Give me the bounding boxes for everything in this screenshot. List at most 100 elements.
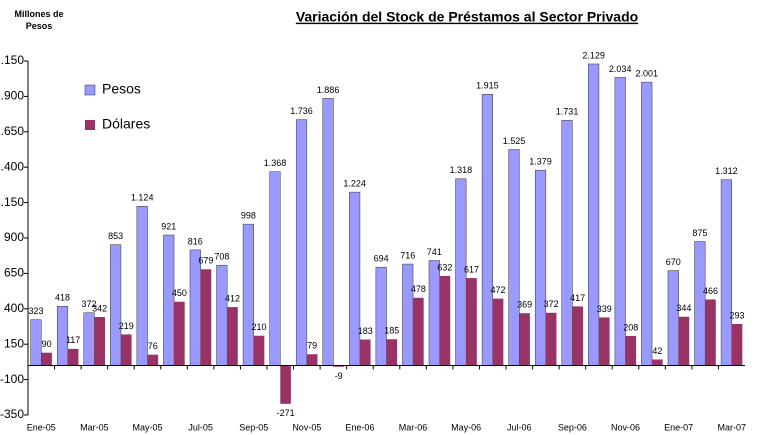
data-label: 1.915 bbox=[476, 81, 499, 91]
data-label: 875 bbox=[692, 228, 707, 238]
y-tick-label: 1.900 bbox=[0, 89, 24, 103]
data-label: 1.736 bbox=[290, 106, 313, 116]
data-label: 412 bbox=[225, 293, 240, 303]
data-label: 418 bbox=[55, 293, 70, 303]
data-label: 998 bbox=[241, 210, 256, 220]
bar bbox=[120, 334, 132, 366]
x-tick-label: Ene-07 bbox=[664, 422, 693, 432]
data-label: 344 bbox=[676, 303, 691, 313]
data-label: 472 bbox=[491, 285, 506, 295]
y-tick-label: 650 bbox=[4, 266, 24, 280]
bar bbox=[667, 270, 679, 366]
bar bbox=[269, 171, 281, 366]
x-tick-label: Mar-05 bbox=[80, 422, 109, 432]
bar bbox=[572, 306, 584, 366]
x-tick-label: Mar-06 bbox=[399, 422, 428, 432]
x-tick-label: Sep-06 bbox=[558, 422, 587, 432]
data-label: 1.224 bbox=[343, 178, 366, 188]
y-tick-label: 1.150 bbox=[0, 195, 24, 209]
x-tick-label: May-06 bbox=[451, 422, 481, 432]
data-label: 2.129 bbox=[582, 50, 605, 60]
y-tick-label: 1.650 bbox=[0, 124, 24, 138]
bar bbox=[492, 298, 504, 366]
data-label: 76 bbox=[148, 341, 158, 351]
bar bbox=[375, 266, 387, 366]
data-label: 2.001 bbox=[635, 68, 658, 78]
data-label: 210 bbox=[252, 322, 267, 332]
bar bbox=[534, 169, 547, 366]
data-label: 1.379 bbox=[529, 157, 552, 167]
y-axis-label: Millones de Pesos bbox=[14, 9, 64, 31]
bar bbox=[41, 352, 52, 366]
data-label: -271 bbox=[277, 408, 295, 418]
data-label: 1.312 bbox=[715, 166, 738, 176]
data-label: 219 bbox=[119, 321, 134, 331]
bar bbox=[163, 234, 175, 366]
bar bbox=[200, 269, 212, 366]
bar bbox=[386, 339, 398, 366]
y-tick-label: 400 bbox=[4, 301, 24, 315]
bar bbox=[731, 323, 743, 366]
bar bbox=[333, 365, 345, 367]
data-label: 42 bbox=[652, 346, 662, 356]
bar bbox=[83, 312, 95, 366]
legend-swatch bbox=[85, 120, 95, 130]
bar bbox=[625, 335, 637, 366]
bar bbox=[561, 120, 573, 366]
legend-label: Pesos bbox=[102, 81, 141, 97]
x-tick-label: Ene-05 bbox=[27, 422, 56, 432]
bar bbox=[641, 81, 653, 366]
data-label: 1.886 bbox=[317, 85, 340, 95]
bar bbox=[110, 244, 122, 366]
data-label: 417 bbox=[570, 293, 585, 303]
bar bbox=[94, 317, 106, 366]
bar bbox=[189, 249, 201, 366]
bar bbox=[349, 191, 361, 366]
data-label: 478 bbox=[411, 284, 426, 294]
bar bbox=[678, 316, 690, 366]
bar bbox=[295, 119, 308, 366]
bar bbox=[280, 365, 291, 404]
bar bbox=[67, 348, 79, 366]
data-label: 694 bbox=[374, 254, 389, 264]
bar bbox=[598, 317, 610, 366]
bar bbox=[705, 299, 716, 366]
y-tick-label: 1.400 bbox=[0, 159, 24, 173]
legend-label: Dólares bbox=[102, 116, 150, 132]
data-label: 921 bbox=[161, 221, 176, 231]
bar bbox=[227, 307, 238, 366]
bar bbox=[439, 275, 451, 366]
x-tick-label: Sep-05 bbox=[239, 422, 268, 432]
y-tick-label: 900 bbox=[4, 230, 24, 244]
data-label: 741 bbox=[427, 247, 442, 257]
data-label: 853 bbox=[108, 231, 123, 241]
bar bbox=[174, 301, 185, 366]
x-tick-label: Jul-05 bbox=[188, 422, 213, 432]
bar bbox=[402, 263, 414, 366]
data-label: 79 bbox=[307, 341, 317, 351]
data-label: -9 bbox=[335, 371, 343, 381]
data-label: 369 bbox=[517, 300, 532, 310]
data-label: 372 bbox=[82, 299, 97, 309]
data-label: 185 bbox=[384, 326, 399, 336]
bar bbox=[242, 223, 254, 366]
data-label: 466 bbox=[703, 286, 718, 296]
bar bbox=[652, 359, 663, 366]
data-label: 617 bbox=[464, 264, 479, 274]
data-label: 1.318 bbox=[450, 165, 473, 175]
bar bbox=[481, 94, 493, 366]
bar bbox=[359, 339, 371, 366]
bar bbox=[519, 313, 530, 366]
x-tick-label: Ene-06 bbox=[345, 422, 374, 432]
data-label: 670 bbox=[666, 257, 681, 267]
data-label: 90 bbox=[42, 339, 52, 349]
data-label: 816 bbox=[188, 236, 203, 246]
data-label: 208 bbox=[623, 322, 638, 332]
data-label: 450 bbox=[172, 288, 187, 298]
data-label: 632 bbox=[437, 262, 452, 272]
bar bbox=[306, 354, 318, 366]
data-label: 716 bbox=[400, 250, 415, 260]
data-label: 708 bbox=[214, 252, 229, 262]
y-tick-label: -100 bbox=[0, 372, 24, 386]
